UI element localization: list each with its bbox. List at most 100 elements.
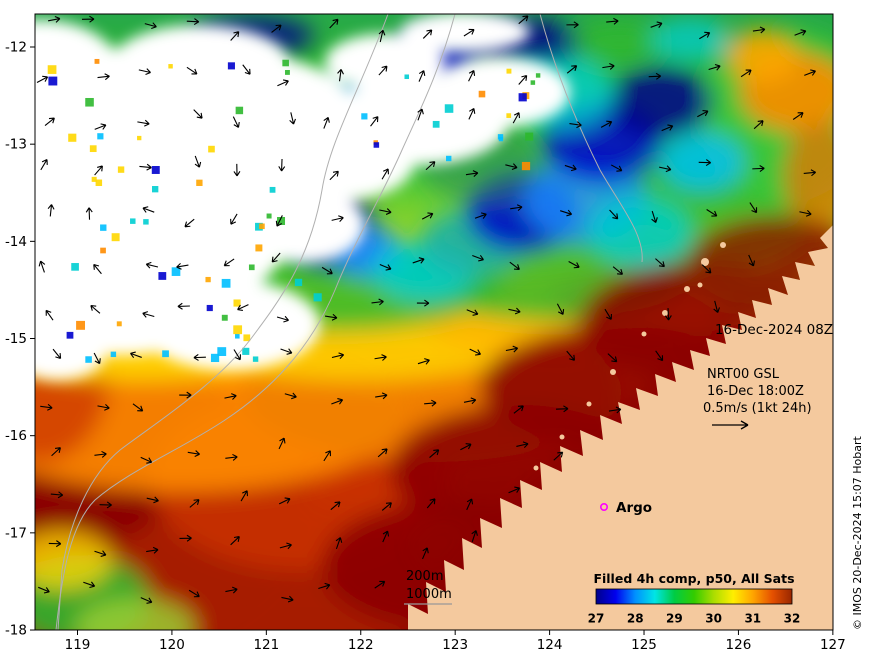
current-arrow xyxy=(566,350,576,361)
arrow-glyph xyxy=(93,352,101,365)
arrow-glyph xyxy=(697,109,709,118)
sst-patch xyxy=(784,120,833,232)
arrow-glyph xyxy=(422,29,433,39)
current-arrow xyxy=(38,586,50,594)
current-arrow xyxy=(40,159,48,171)
colorbar-tick-label: 30 xyxy=(705,612,722,626)
arrow-glyph xyxy=(466,309,479,316)
cloud-speckle xyxy=(227,62,235,70)
arrow-glyph xyxy=(97,403,110,411)
cloud-gap xyxy=(430,57,570,127)
colorbar-tick-label: 29 xyxy=(666,612,683,626)
arrow-glyph xyxy=(188,589,200,598)
x-tick-label: 122 xyxy=(348,637,374,653)
current-arrow xyxy=(335,537,343,550)
current-arrow xyxy=(610,164,623,172)
arrow-glyph xyxy=(275,215,283,227)
current-arrow xyxy=(331,215,344,222)
land-mass xyxy=(408,225,833,630)
current-arrow xyxy=(179,391,192,399)
current-arrow xyxy=(188,589,200,598)
arrow-glyph xyxy=(381,168,389,180)
current-arrow xyxy=(752,165,765,172)
cloud-speckle xyxy=(233,325,243,335)
y-tick-label: -17 xyxy=(5,525,27,541)
arrow-glyph xyxy=(664,308,672,321)
current-arrow xyxy=(556,303,565,315)
current-arrow xyxy=(422,547,429,560)
arrow-glyph xyxy=(566,350,576,361)
current-arrow xyxy=(146,546,159,554)
arrow-glyph xyxy=(138,68,151,75)
cloud-speckle xyxy=(97,133,104,140)
cloud-speckle xyxy=(71,263,79,271)
arrow-glyph xyxy=(701,264,712,274)
current-arrow xyxy=(276,315,289,323)
arrow-glyph xyxy=(648,72,662,80)
current-arrow xyxy=(280,348,293,355)
current-arrow xyxy=(564,164,577,172)
current-arrow xyxy=(799,209,812,217)
current-arrow xyxy=(604,308,612,320)
cloud-speckle xyxy=(506,113,512,118)
cloud-gap xyxy=(35,170,125,340)
cloud-speckle xyxy=(255,244,263,252)
arrow-glyph xyxy=(609,209,619,220)
cloud-speckle xyxy=(217,347,227,356)
current-arrow xyxy=(560,209,573,217)
current-arrow xyxy=(38,260,46,273)
cloud-speckle xyxy=(525,132,534,141)
arrow-glyph xyxy=(278,437,286,450)
arrow-glyph xyxy=(176,262,189,270)
arrow-glyph xyxy=(422,547,429,560)
cloud-speckle xyxy=(361,113,368,120)
current-arrow xyxy=(374,580,386,589)
arrow-glyph xyxy=(608,406,622,414)
cloud-speckle xyxy=(205,276,211,283)
timestamp-label: 16-Dec-2024 08Z xyxy=(715,322,833,338)
arrow-glyph xyxy=(329,18,339,29)
current-arrow xyxy=(708,63,721,71)
arrow-glyph xyxy=(47,204,55,217)
current-arrow xyxy=(230,213,238,225)
arrow-glyph xyxy=(139,163,152,171)
arrow-glyph xyxy=(224,393,237,400)
current-arrow xyxy=(331,352,345,360)
current-arrow xyxy=(463,397,477,405)
arrow-glyph xyxy=(331,398,344,405)
arrow-glyph xyxy=(83,581,96,589)
arrow-glyph xyxy=(804,69,816,76)
current-arrow xyxy=(426,498,436,509)
cloud-speckle xyxy=(233,299,241,307)
arrow-glyph xyxy=(97,73,110,81)
current-arrow xyxy=(465,170,479,177)
current-arrow xyxy=(566,21,579,29)
current-arrow xyxy=(140,456,153,464)
arrow-glyph xyxy=(370,116,379,127)
current-arrow xyxy=(144,22,157,30)
current-arrow xyxy=(90,304,101,314)
colorbar-tick-label: 32 xyxy=(784,612,801,626)
arrow-glyph xyxy=(553,451,564,461)
current-arrow xyxy=(600,120,613,128)
sst-patch xyxy=(588,196,692,268)
x-tick-label: 119 xyxy=(65,637,91,653)
arrow-glyph xyxy=(94,450,107,458)
cloud-speckle xyxy=(235,333,240,339)
current-arrow xyxy=(471,530,478,543)
current-arrow xyxy=(85,207,93,220)
arrow-glyph xyxy=(379,264,392,271)
current-arrow xyxy=(139,163,152,171)
cloud-speckle xyxy=(432,120,440,128)
arrow-glyph xyxy=(426,498,436,509)
current-arrow xyxy=(469,348,481,356)
x-tick-label: 123 xyxy=(442,637,468,653)
cloud-speckle xyxy=(269,186,276,193)
current-arrow xyxy=(421,212,434,220)
current-arrow xyxy=(370,116,379,127)
arrow-glyph xyxy=(271,24,282,33)
current-arrow xyxy=(602,63,615,70)
current-arrow xyxy=(555,405,569,413)
current-arrow xyxy=(664,308,672,321)
current-arrow xyxy=(240,490,248,502)
